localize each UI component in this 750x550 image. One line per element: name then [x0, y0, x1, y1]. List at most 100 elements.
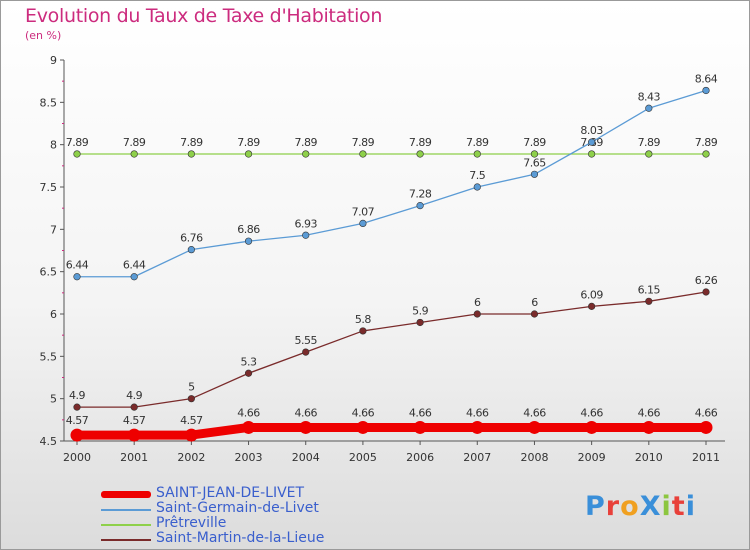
data-label: 4.66 [409, 406, 432, 419]
data-label: 4.66 [580, 406, 603, 419]
data-label: 6.86 [237, 223, 260, 236]
data-label: 7.89 [294, 136, 317, 149]
data-point [187, 150, 195, 158]
data-point [244, 150, 253, 158]
data-point [416, 150, 424, 158]
data-label: 7.89 [638, 136, 661, 149]
data-point [187, 395, 195, 403]
data-label: 4.66 [523, 406, 546, 419]
data-point [645, 297, 653, 305]
data-label: 7.89 [466, 136, 489, 149]
data-point [73, 403, 81, 411]
data-point [645, 150, 653, 158]
series-line [76, 291, 707, 408]
x-tick-label: 2010 [635, 451, 663, 464]
data-label: 5.3 [241, 355, 257, 368]
data-point [530, 170, 539, 178]
data-label: 4.66 [466, 406, 489, 419]
y-tick-label: 9 [50, 54, 57, 67]
data-point [416, 202, 424, 210]
data-label: 5 [188, 381, 195, 394]
legend-swatch [101, 491, 151, 498]
data-point [70, 428, 84, 442]
data-point [473, 183, 481, 191]
legend-label: SAINT-JEAN-DE-LIVET [156, 485, 305, 501]
data-label: 6 [474, 296, 481, 309]
data-label: 5.9 [412, 304, 428, 317]
series-line [76, 89, 707, 278]
data-point [530, 310, 539, 318]
data-point [702, 288, 710, 296]
x-tick-label: 2000 [63, 451, 91, 464]
data-label: 6.44 [66, 259, 89, 272]
data-point [244, 369, 253, 377]
data-label: 4.57 [66, 414, 89, 427]
data-label: 5.8 [355, 313, 371, 326]
proxiti-logo: ProXiti [585, 491, 696, 522]
data-point [130, 403, 138, 411]
data-label: 6.44 [123, 259, 146, 272]
data-label: 8.43 [638, 90, 661, 103]
y-tick-label: 8 [50, 139, 57, 152]
data-point [702, 150, 710, 158]
data-point [588, 302, 596, 310]
x-tick-label: 2011 [692, 451, 720, 464]
x-tick-label: 2006 [406, 451, 434, 464]
legend-label: Saint-Germain-de-Livet [156, 500, 319, 516]
data-label: 4.66 [294, 406, 317, 419]
data-point [244, 237, 253, 245]
data-label: 6 [531, 296, 538, 309]
x-tick-label: 2008 [520, 451, 548, 464]
data-point [527, 420, 541, 434]
data-label: 5.55 [294, 334, 317, 347]
data-label: 7.65 [523, 156, 546, 169]
legend-label: Prêtreville [156, 515, 227, 531]
data-point [359, 150, 367, 158]
chart-subtitle: (en %) [25, 29, 62, 42]
data-label: 4.66 [695, 406, 718, 419]
legend-swatch [101, 539, 151, 541]
data-point [302, 150, 310, 158]
legend-swatch [101, 509, 151, 511]
data-point [416, 318, 424, 327]
data-label: 6.09 [580, 288, 603, 301]
data-point [73, 273, 81, 281]
data-point [470, 420, 484, 434]
data-label: 6.26 [695, 274, 718, 287]
x-tick-label: 2004 [292, 451, 320, 464]
data-point [73, 150, 81, 158]
data-label: 6.76 [180, 232, 203, 245]
data-point [127, 428, 141, 442]
y-tick-label: 6 [50, 308, 57, 321]
data-label: 4.66 [352, 406, 375, 419]
x-tick-label: 2003 [235, 451, 263, 464]
x-tick-label: 2001 [120, 451, 148, 464]
legend-label: Saint-Martin-de-la-Lieue [156, 530, 325, 546]
data-label: 4.66 [638, 406, 661, 419]
data-point [585, 420, 599, 434]
data-point [413, 420, 427, 434]
data-point [187, 246, 195, 254]
data-point [588, 138, 596, 146]
y-tick-label: 5 [50, 393, 57, 406]
data-point [130, 150, 138, 158]
y-tick-label: 4.5 [40, 435, 58, 448]
data-point [356, 420, 370, 434]
data-label: 7.5 [469, 169, 485, 182]
data-point [242, 420, 256, 434]
data-label: 4.57 [123, 414, 146, 427]
data-point [702, 86, 710, 95]
y-tick-label: 7 [50, 223, 57, 236]
data-label: 7.07 [352, 205, 375, 218]
data-point [299, 420, 313, 434]
y-tick-label: 6.5 [40, 266, 58, 279]
data-label: 7.89 [66, 136, 89, 149]
data-point [302, 231, 310, 239]
x-tick-label: 2009 [578, 451, 606, 464]
data-label: 6.15 [638, 283, 661, 296]
data-label: 7.89 [237, 136, 260, 149]
data-label: 6.93 [294, 217, 317, 230]
data-label: 4.57 [180, 414, 203, 427]
